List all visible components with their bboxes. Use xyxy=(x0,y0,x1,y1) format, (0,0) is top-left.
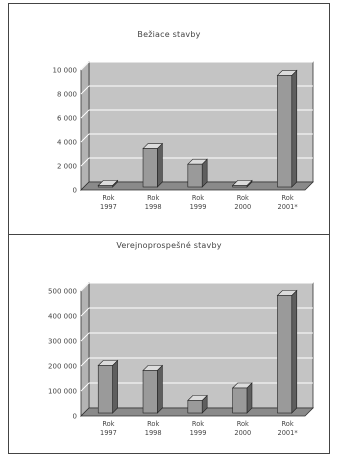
x-tick-label-2-0: Rok xyxy=(102,420,114,428)
x-tick-label-1-1: Rok xyxy=(147,194,159,202)
y-tick-label-1-2: 4 000 xyxy=(57,139,77,147)
chart-panel-1: Bežiace stavby 0 2 000 4 000 6 000 8 000 10 0… xyxy=(9,4,329,232)
x-tick-label-year-2-0: 1997 xyxy=(100,429,117,437)
bar-side-2-1 xyxy=(157,364,163,414)
bar-1-2 xyxy=(187,163,203,188)
side-wall-2 xyxy=(80,282,90,417)
y-tick-label-1-4: 8 000 xyxy=(57,91,77,99)
x-tick-label-1-0: Rok xyxy=(102,194,114,202)
gridline-side-2-3 xyxy=(80,332,90,342)
gridline-side-1-2 xyxy=(80,133,90,143)
gridline-side-2-2 xyxy=(80,357,90,367)
bar-2-1 xyxy=(142,370,158,414)
y-tick-label-2-5: 500 000 xyxy=(48,288,77,296)
gridline-side-1-5 xyxy=(80,61,90,71)
y-tick-label-1-0: 0 xyxy=(73,187,77,195)
y-tick-label-2-4: 400 000 xyxy=(48,313,77,321)
chart-panel-2: Verejnoprospešné stavby 0 100 000 200 000 3… xyxy=(9,235,329,463)
bar-side-1-1 xyxy=(157,142,163,188)
x-tick-label-year-2-3: 2000 xyxy=(234,429,251,437)
bar-1-4 xyxy=(277,75,293,188)
bar-side-2-0 xyxy=(112,359,118,414)
y-tick-label-1-3: 6 000 xyxy=(57,115,77,123)
bar-1-3 xyxy=(232,185,248,188)
x-tick-label-year-1-2: 1999 xyxy=(190,203,207,211)
bar-side-2-4 xyxy=(291,289,298,414)
y-tick-label-2-1: 100 000 xyxy=(48,388,77,396)
x-tick-label-2-3: Rok xyxy=(237,420,249,428)
gridline-side-1-3 xyxy=(80,109,90,119)
x-tick-label-1-3: Rok xyxy=(237,194,249,202)
bar-2-2 xyxy=(187,400,203,414)
figure-frame: Bežiace stavby 0 2 000 4 000 6 000 8 000 10 0… xyxy=(8,3,330,454)
y-tick-label-1-1: 2 000 xyxy=(57,163,77,171)
y-tick-label-2-3: 300 000 xyxy=(48,338,77,346)
gridline-side-1-4 xyxy=(80,85,90,95)
gridline-side-2-4 xyxy=(80,307,90,317)
bar-2-0 xyxy=(97,365,113,414)
y-tick-label-2-2: 200 000 xyxy=(48,363,77,371)
gridline-side-2-1 xyxy=(80,382,90,392)
x-tick-label-2-4: Rok xyxy=(282,420,294,428)
x-tick-label-year-1-1: 1998 xyxy=(145,203,162,211)
chart-title-1: Bežiace stavby xyxy=(137,30,201,39)
x-tick-label-2-2: Rok xyxy=(192,420,204,428)
panel-divider xyxy=(9,234,329,235)
x-tick-label-year-1-0: 1997 xyxy=(100,203,117,211)
back-wall-2 xyxy=(88,282,314,409)
x-tick-label-2-1: Rok xyxy=(147,420,159,428)
bar-2-3 xyxy=(232,387,248,414)
gridline-side-2-5 xyxy=(80,282,90,292)
x-tick-label-year-2-2: 1999 xyxy=(190,429,207,437)
x-tick-label-year-2-4: 2001* xyxy=(278,429,299,437)
x-tick-label-year-1-3: 2000 xyxy=(234,203,251,211)
bar-2-4 xyxy=(277,295,293,414)
x-tick-label-year-2-1: 1998 xyxy=(145,429,162,437)
bar-1-1 xyxy=(142,148,158,188)
x-tick-label-1-4: Rok xyxy=(282,194,294,202)
x-tick-label-1-2: Rok xyxy=(192,194,204,202)
bar-side-1-4 xyxy=(291,69,298,188)
y-tick-label-1-5: 10 000 xyxy=(53,67,78,75)
y-tick-label-2-0: 0 xyxy=(73,413,77,421)
chart-title-2: Verejnoprospešné stavby xyxy=(116,241,222,250)
gridline-side-1-1 xyxy=(80,157,90,167)
x-tick-label-year-1-4: 2001* xyxy=(278,203,299,211)
bar-1-0 xyxy=(97,185,113,188)
side-wall-1 xyxy=(80,61,90,191)
